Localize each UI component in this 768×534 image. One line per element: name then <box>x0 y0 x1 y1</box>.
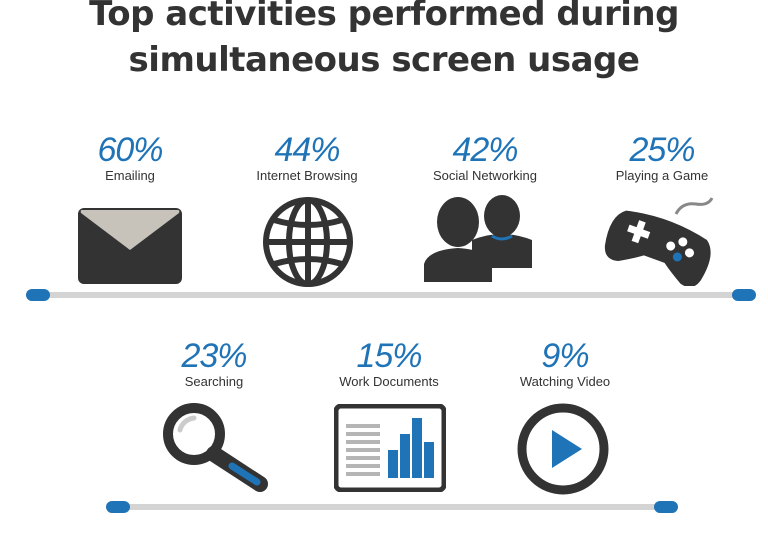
tick-label-work-documents: Work Documents <box>339 374 439 389</box>
tick-label-social-networking: Social Networking <box>432 168 538 183</box>
stat-playing-a-game: 25% Playing a Game <box>567 132 757 184</box>
magnifier-icon <box>163 403 268 492</box>
data-label-internet-browsing: 44% <box>274 131 340 169</box>
people-icon <box>424 195 532 282</box>
stat-work-documents: 15% Work Documents <box>294 338 484 390</box>
stat-searching: 23% Searching <box>119 338 309 390</box>
timeline-bar-2 <box>106 501 678 513</box>
document-chart-icon <box>334 404 446 492</box>
tick-label-watching-video: Watching Video <box>519 374 611 389</box>
tick-label-searching: Searching <box>184 374 244 389</box>
tick-label-internet-browsing: Internet Browsing <box>256 168 358 183</box>
stat-internet-browsing: 44% Internet Browsing <box>212 132 402 184</box>
data-label-social-networking: 42% <box>452 131 518 169</box>
data-label-work-documents: 15% <box>356 337 422 375</box>
envelope-icon <box>78 208 182 284</box>
data-label-playing-a-game: 25% <box>629 131 695 169</box>
title-line-1: Top activities performed during <box>89 0 679 34</box>
gamepad-icon <box>604 197 714 286</box>
play-icon <box>517 403 609 495</box>
timeline-bar-1 <box>26 289 756 301</box>
data-label-watching-video: 9% <box>541 337 589 375</box>
stat-watching-video: 9% Watching Video <box>470 338 660 390</box>
tick-label-emailing: Emailing <box>105 168 155 183</box>
globe-icon <box>263 197 353 287</box>
tick-label-playing-a-game: Playing a Game <box>615 168 709 183</box>
data-label-searching: 23% <box>181 337 247 375</box>
title-line-2: simultaneous screen usage <box>128 40 640 80</box>
stat-emailing: 60% Emailing <box>35 132 225 184</box>
stat-social-networking: 42% Social Networking <box>390 132 580 184</box>
data-label-emailing: 60% <box>97 131 163 169</box>
